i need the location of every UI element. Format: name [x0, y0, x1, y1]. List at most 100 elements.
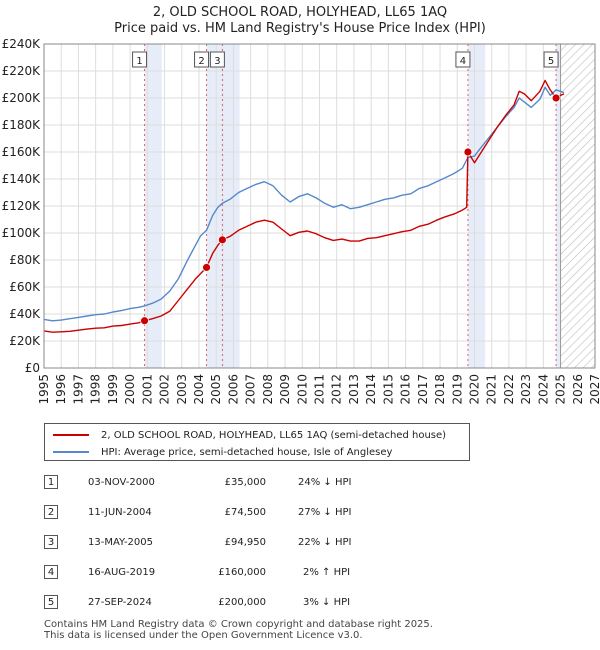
y-tick-label: £20K	[9, 334, 41, 348]
x-tick-label: 2022	[502, 374, 516, 405]
sale-point-3	[217, 235, 227, 245]
x-tick-label: 1999	[106, 374, 120, 405]
sale-label-4: 4	[460, 56, 466, 67]
sale-label-box-1	[132, 51, 148, 68]
y-tick-label: £80K	[9, 253, 41, 267]
y-tick-label: £180K	[2, 118, 42, 132]
sale-date: 13-MAY-2005	[88, 537, 154, 548]
sale-date: 11-JUN-2004	[88, 507, 152, 518]
y-tick-label: £200K	[2, 91, 42, 105]
x-tick-label: 2015	[381, 374, 395, 405]
legend-label-hpi: HPI: Average price, semi-detached house,…	[101, 446, 393, 458]
x-tick-label: 2016	[399, 374, 413, 405]
y-tick-label: £100K	[2, 226, 42, 240]
x-tick-label: 2003	[175, 374, 189, 405]
x-tick-label: 2027	[588, 374, 600, 405]
x-tick-label: 2002	[158, 374, 172, 405]
x-tick-label: 2017	[416, 374, 430, 405]
sale-number-badge: 5	[44, 595, 58, 609]
x-tick-label: 2023	[519, 374, 533, 405]
x-tick-label: 1995	[37, 374, 51, 405]
sale-label-box-5	[543, 51, 559, 68]
sale-marker-lines	[144, 44, 557, 368]
y-tick-label: £140K	[2, 172, 42, 186]
sale-number-badge: 4	[44, 565, 58, 579]
y-tick-label: £40K	[9, 307, 41, 321]
future-hatch-area	[560, 44, 595, 368]
axes: £0 £20K £40K £60K £80K £100K £120K £140K £160K £1…	[2, 37, 600, 405]
x-tick-label: 2010	[295, 374, 309, 405]
footer-line1: Contains HM Land Registry data © Crown c…	[44, 619, 433, 630]
sale-row: 2 11-JUN-2004 £74,500 27% ↓ HPI	[0, 503, 600, 523]
x-tick-label: 2009	[278, 374, 292, 405]
sale-hpi-change: 22% ↓ HPI	[298, 537, 352, 548]
x-tick-label: 2006	[226, 374, 240, 405]
legend-swatch-hpi	[53, 451, 89, 453]
sale-number-badge: 2	[44, 505, 58, 519]
footer-line2: This data is licensed under the Open Gov…	[44, 630, 363, 641]
sale-label-box-4	[455, 51, 471, 68]
legend-swatch-property	[53, 434, 89, 436]
y-tick-label: £160K	[2, 145, 42, 159]
x-tick-label: 2012	[330, 374, 344, 405]
sale-hpi-change: 3% ↓ HPI	[303, 597, 351, 608]
sale-point-4	[463, 147, 473, 157]
sale-label-1: 1	[136, 56, 142, 67]
sale-number-badge: 3	[44, 535, 58, 549]
x-tick-label: 2018	[433, 374, 447, 405]
x-tick-label: 2001	[140, 374, 154, 405]
sale-point-1	[140, 316, 149, 326]
legend-label-property: 2, OLD SCHOOL ROAD, HOLYHEAD, LL65 1AQ (…	[101, 429, 447, 441]
x-tick-label: 2014	[364, 374, 378, 405]
plot-frame	[43, 43, 596, 369]
chart-title-line1: 2, OLD SCHOOL ROAD, HOLYHEAD, LL65 1AQ	[153, 5, 447, 20]
x-tick-label: 2011	[313, 374, 327, 405]
sale-row: 4 16-AUG-2019 £160,000 2% ↑ HPI	[0, 563, 600, 583]
y-tick-label: £60K	[9, 280, 41, 294]
chart-legend: 2, OLD SCHOOL ROAD, HOLYHEAD, LL65 1AQ (…	[44, 423, 470, 461]
sale-row: 1 03-NOV-2000 £35,000 24% ↓ HPI	[0, 473, 600, 493]
sale-label-box-3	[209, 51, 225, 68]
x-tick-label: 1998	[89, 374, 103, 405]
x-tick-label: 2020	[467, 374, 481, 405]
sale-points	[140, 93, 561, 326]
sale-price: £160,000	[218, 567, 266, 578]
sale-price: £200,000	[218, 597, 266, 608]
y-tick-label: £120K	[2, 199, 42, 213]
sale-date: 16-AUG-2019	[88, 567, 156, 578]
chart-title-line2: Price paid vs. HM Land Registry's House …	[114, 21, 486, 36]
x-tick-label: 2025	[554, 374, 568, 405]
y-tick-label: £220K	[2, 64, 42, 78]
sale-label-5: 5	[548, 56, 554, 67]
sale-price: £94,950	[224, 537, 266, 548]
sale-point-2	[202, 263, 211, 272]
sale-label-3: 3	[214, 56, 220, 67]
x-tick-label: 2005	[209, 374, 223, 405]
x-tick-label: 2024	[536, 374, 550, 405]
x-tick-label: 2004	[192, 374, 206, 405]
sale-date: 03-NOV-2000	[88, 477, 155, 488]
sale-hpi-change: 27% ↓ HPI	[298, 507, 352, 518]
sale-row: 5 27-SEP-2024 £200,000 3% ↓ HPI	[0, 593, 600, 613]
y-tick-label: £0	[25, 361, 40, 375]
sale-row: 3 13-MAY-2005 £94,950 22% ↓ HPI	[0, 533, 600, 553]
x-tick-label: 2013	[347, 374, 361, 405]
forecast-hatch	[560, 44, 595, 368]
sale-price: £35,000	[224, 477, 266, 488]
sale-price: £74,500	[224, 507, 266, 518]
sale-label-box-2	[194, 51, 210, 68]
x-tick-label: 2019	[450, 374, 464, 405]
sale-hpi-change: 2% ↑ HPI	[303, 567, 351, 578]
x-tick-label: 1997	[71, 374, 85, 405]
sale-point-5	[551, 93, 561, 103]
footer-attribution: Contains HM Land Registry data © Crown c…	[44, 619, 433, 641]
x-tick-label: 2008	[261, 374, 275, 405]
x-tick-label: 2026	[571, 374, 585, 405]
sale-date: 27-SEP-2024	[88, 597, 152, 608]
legend-item-hpi: HPI: Average price, semi-detached house,…	[53, 443, 392, 461]
x-tick-label: 1996	[54, 374, 68, 405]
x-tick-label: 2007	[244, 374, 258, 405]
y-tick-label: £240K	[2, 37, 42, 51]
sale-number-badge: 1	[44, 475, 58, 489]
